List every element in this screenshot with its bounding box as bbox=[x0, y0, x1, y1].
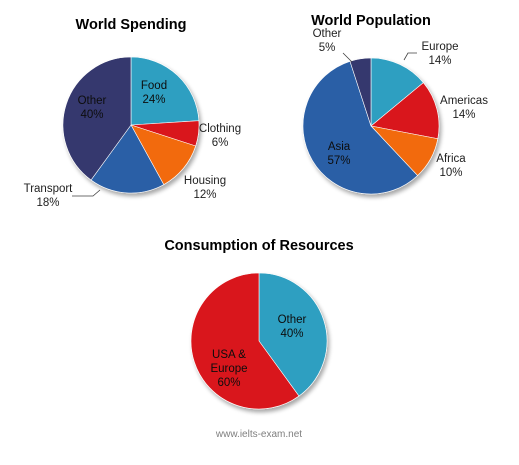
pie-slice-europe bbox=[370, 57, 424, 127]
leader-line-transport bbox=[72, 189, 101, 197]
slice-label-europe: Europe 14% bbox=[421, 41, 458, 67]
slice-label-clothing: Clothing 6% bbox=[199, 123, 241, 149]
leader-line-europe bbox=[403, 52, 417, 61]
watermark-text: www.ielts-exam.net bbox=[215, 429, 302, 440]
pie-consumption-of-resources bbox=[190, 272, 328, 410]
slice-label-usa-europe: USA & Europe 60% bbox=[210, 349, 247, 389]
slice-label-housing: Housing 12% bbox=[184, 175, 226, 201]
slice-label-asia: Asia 57% bbox=[327, 141, 350, 167]
chart-title-world-spending: World Spending bbox=[76, 17, 187, 33]
chart-title-consumption: Consumption of Resources bbox=[164, 238, 353, 254]
slice-label-other: Other 5% bbox=[313, 28, 342, 54]
slice-labels: Food 24% Clothing 6% Housing 12% Transport 18% O… bbox=[24, 28, 489, 389]
slice-label-africa: Africa 10% bbox=[436, 153, 466, 179]
pie-world-population bbox=[302, 57, 440, 195]
pie-slice-other bbox=[258, 272, 328, 397]
pie-slice-usa-europe bbox=[190, 272, 300, 410]
chart-title-world-population: World Population bbox=[311, 13, 431, 29]
pie-slice-food bbox=[130, 56, 200, 126]
pie-slice-americas bbox=[370, 82, 440, 140]
pie-slice-other bbox=[62, 56, 132, 181]
leader-line-other bbox=[342, 52, 353, 63]
pie-slice-asia bbox=[302, 60, 418, 195]
pie-slice-transport bbox=[90, 124, 165, 194]
slice-label-transport: Transport 18% bbox=[24, 183, 74, 209]
slice-label-americas: Americas 14% bbox=[440, 95, 488, 121]
slice-label-other: Other 40% bbox=[278, 314, 307, 340]
slice-label-other: Other 40% bbox=[78, 95, 107, 121]
pie-slice-other bbox=[349, 57, 372, 127]
slice-label-food: Food 24% bbox=[141, 80, 167, 106]
pie-world-spending bbox=[62, 56, 200, 194]
